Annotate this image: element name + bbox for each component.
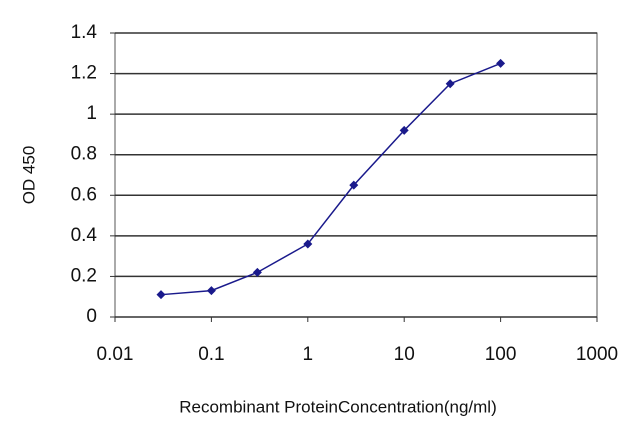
y-tick-label: 1 — [86, 103, 97, 124]
y-tick-label: 0.8 — [71, 144, 97, 165]
x-tick-label: 10 — [394, 344, 415, 365]
data-point — [445, 79, 455, 89]
x-tick-label: 1000 — [576, 344, 618, 365]
data-point — [349, 180, 359, 190]
data-point — [399, 125, 409, 135]
y-tick-label: 1.2 — [71, 63, 97, 84]
y-tick-label: 0 — [86, 306, 97, 327]
y-axis-label: OD 450 — [19, 146, 38, 205]
data-point — [252, 267, 262, 277]
y-tick-label: 1.4 — [71, 22, 98, 43]
x-tick-label: 100 — [485, 344, 517, 365]
data-point — [156, 290, 166, 300]
x-tick-label: 0.1 — [198, 344, 224, 365]
data-point — [303, 239, 313, 249]
plot-area — [114, 32, 598, 318]
y-tick-label: 0.2 — [71, 265, 97, 286]
series-line — [160, 62, 501, 296]
data-point — [206, 286, 216, 296]
x-tick-label: 1 — [303, 344, 314, 365]
data-point — [496, 58, 506, 68]
y-tick-label: 0.6 — [71, 184, 97, 205]
y-tick-label: 0.4 — [71, 225, 98, 246]
x-tick-label: 0.01 — [97, 344, 134, 365]
x-axis-label: Recombinant ProteinConcentration(ng/ml) — [179, 397, 497, 416]
